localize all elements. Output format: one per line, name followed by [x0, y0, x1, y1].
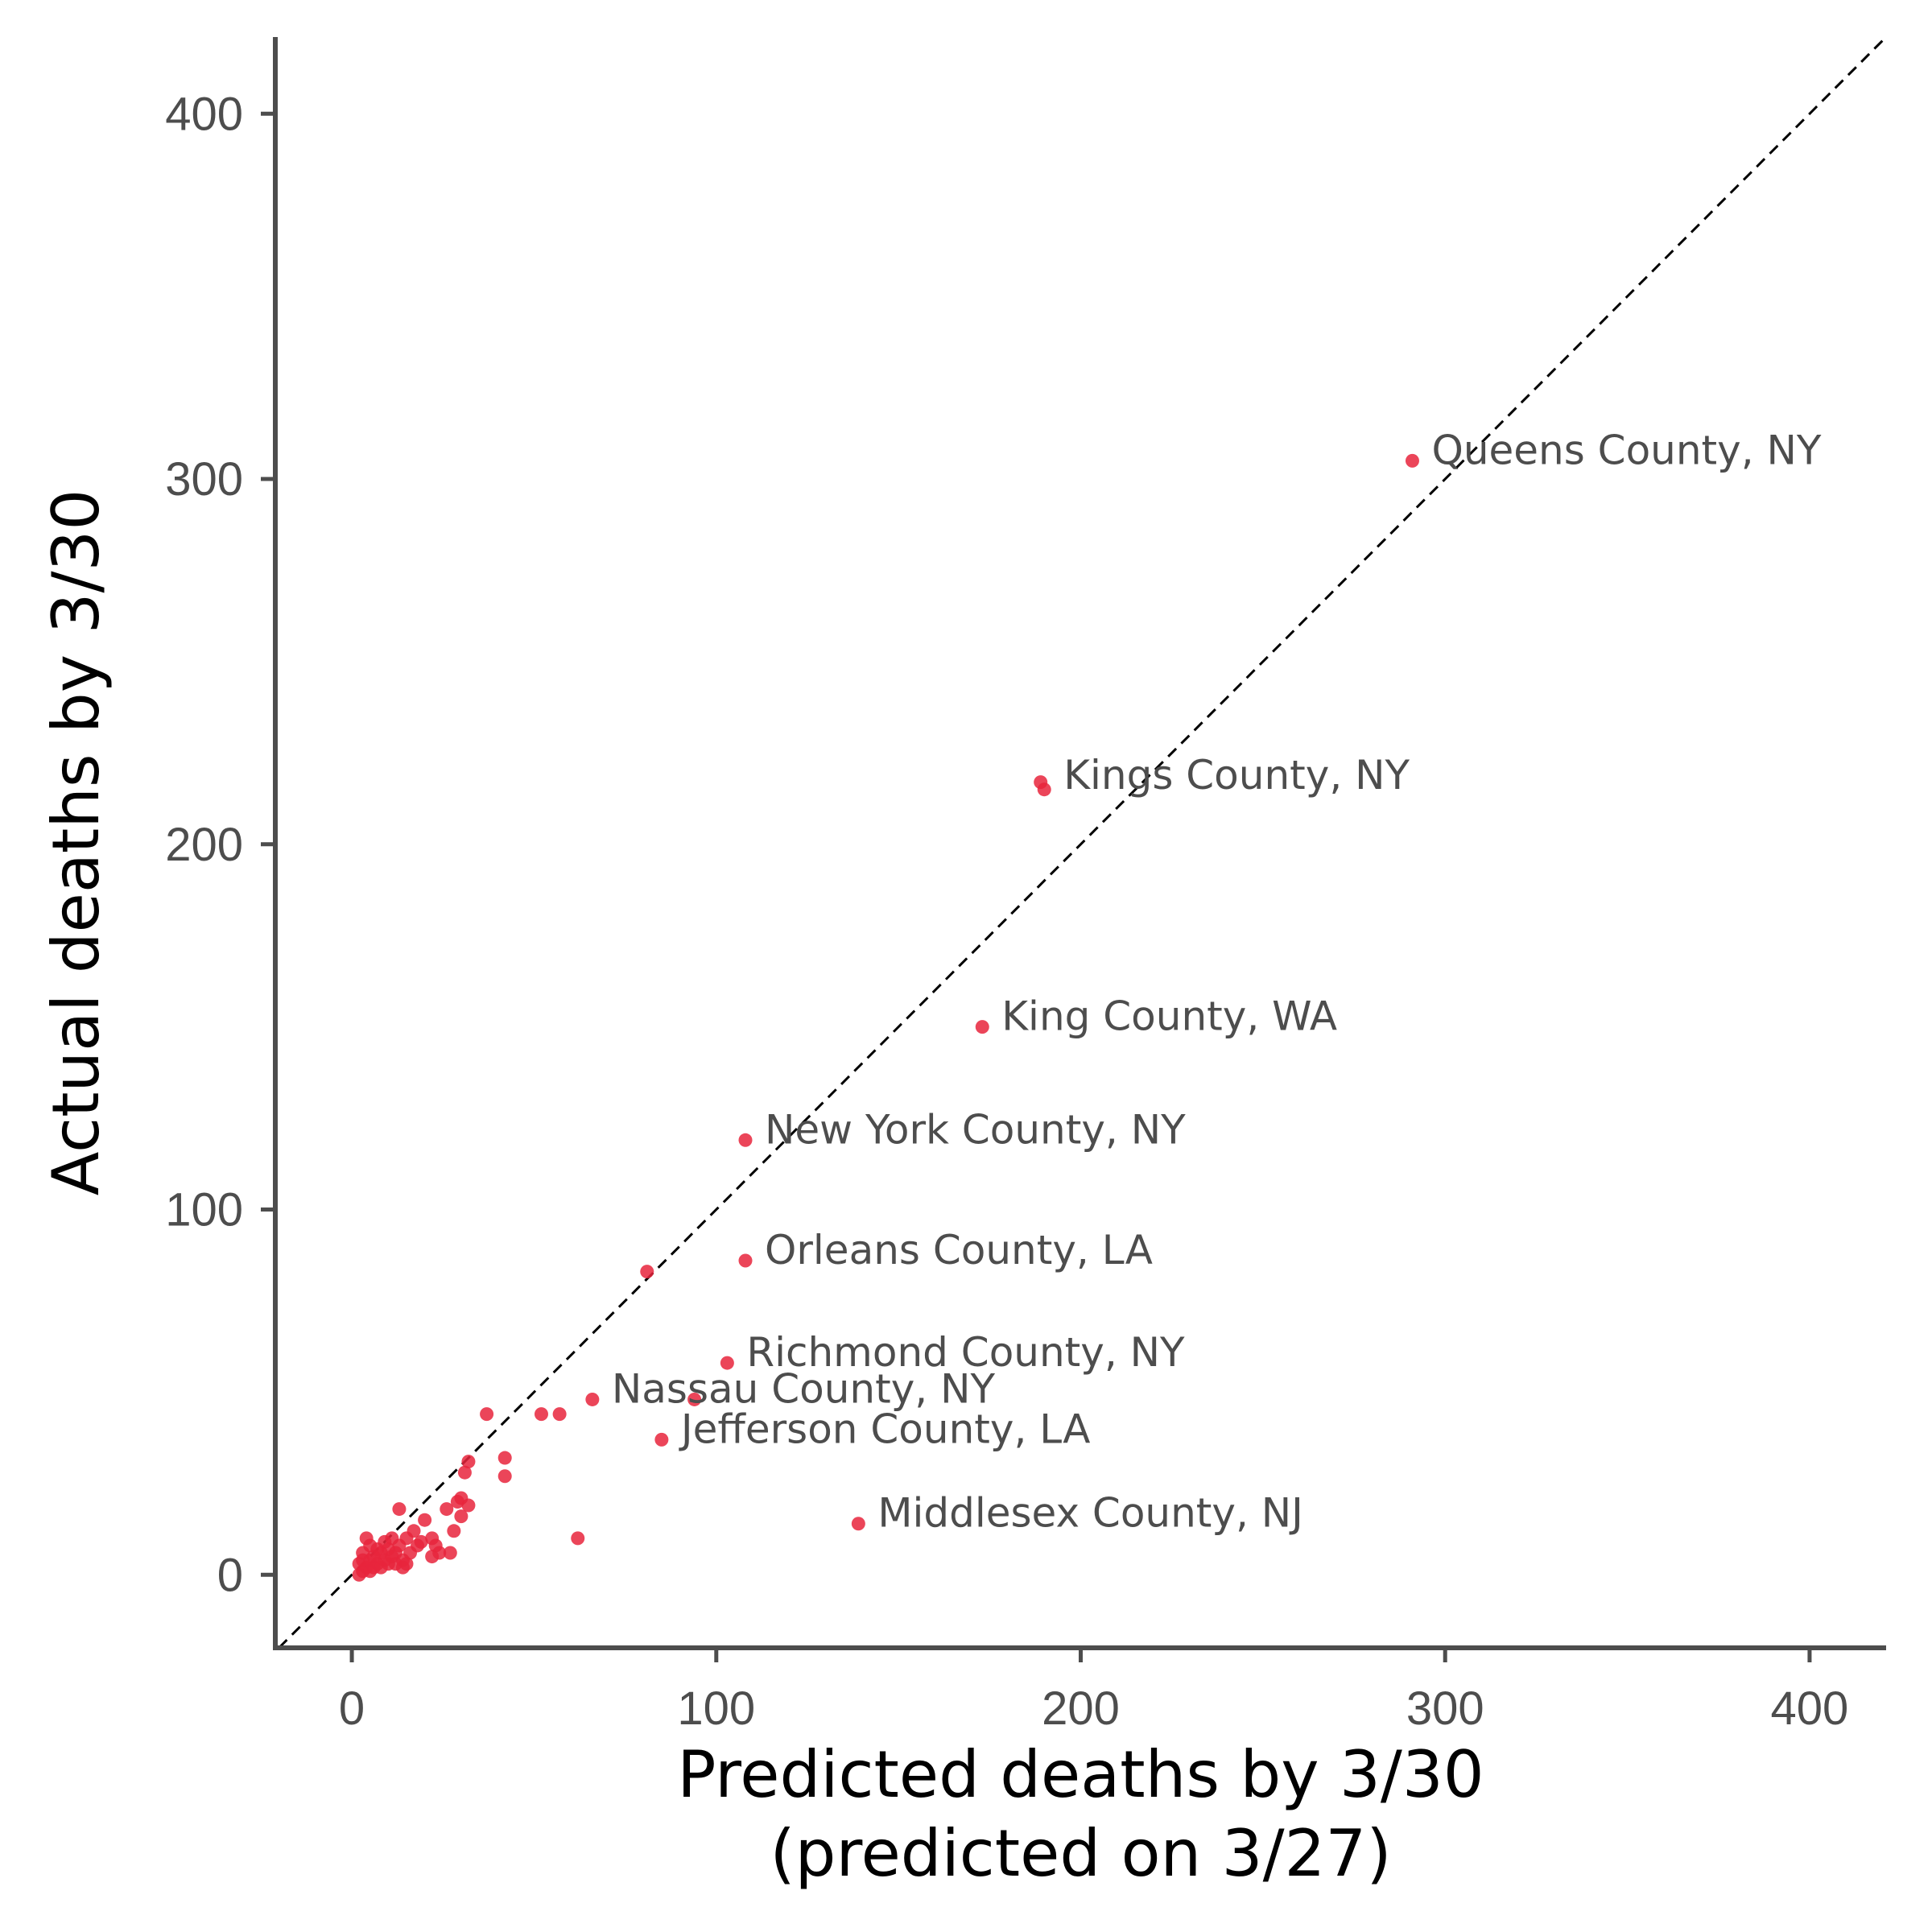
- point-label: Richmond County, NY: [746, 1329, 1185, 1376]
- data-point: [461, 1455, 476, 1469]
- x-tick-label: 200: [1042, 1682, 1120, 1735]
- data-point: [497, 1451, 512, 1465]
- data-point: [571, 1531, 585, 1546]
- x-tick-label: 300: [1406, 1682, 1484, 1735]
- data-point: [352, 1557, 366, 1571]
- data-point: [534, 1407, 548, 1422]
- data-point: [399, 1557, 414, 1571]
- data-point: [454, 1509, 469, 1524]
- point-label: Orleans County, LA: [765, 1227, 1153, 1274]
- data-point: [457, 1465, 472, 1480]
- data-point: [480, 1407, 494, 1422]
- data-point: [1037, 782, 1051, 797]
- data-points: [352, 453, 1419, 1582]
- data-point: [552, 1407, 567, 1422]
- x-tick-label: 100: [677, 1682, 755, 1735]
- data-point: [363, 1553, 378, 1567]
- data-point: [1405, 453, 1419, 468]
- y-tick-label: 300: [165, 453, 243, 506]
- data-point: [497, 1469, 512, 1484]
- data-point: [359, 1531, 374, 1546]
- axes: 0 100 200 300 400 0 100 200 300 400: [165, 37, 1886, 1735]
- data-point: [443, 1546, 457, 1560]
- data-point: [370, 1542, 385, 1556]
- data-point: [461, 1498, 476, 1513]
- point-labels: Queens County, NY Kings County, NY King Co…: [612, 427, 1822, 1536]
- data-point: [440, 1502, 454, 1517]
- plot-area: Queens County, NY Kings County, NY King Co…: [278, 35, 1888, 1649]
- data-point: [851, 1517, 865, 1531]
- point-label: Jefferson County, LA: [679, 1406, 1091, 1452]
- data-point: [447, 1524, 461, 1538]
- y-axis-title: Actual deaths by 3/30: [39, 489, 114, 1195]
- y-axis-ticks: 0 100 200 300 400: [165, 88, 275, 1601]
- y-tick-label: 200: [165, 819, 243, 871]
- data-point: [392, 1502, 407, 1517]
- y-tick-label: 400: [165, 88, 243, 140]
- x-axis-title-line-2: (predicted on 3/27): [770, 1816, 1391, 1891]
- point-label: New York County, NY: [765, 1106, 1186, 1153]
- x-tick-label: 400: [1771, 1682, 1849, 1735]
- data-point: [720, 1356, 734, 1370]
- y-tick-label: 100: [165, 1184, 243, 1236]
- point-label: Middlesex County, NJ: [877, 1490, 1303, 1537]
- identity-reference-line: [278, 35, 1888, 1649]
- data-point: [352, 1567, 366, 1582]
- point-label: Queens County, NY: [1431, 427, 1821, 473]
- data-point: [432, 1546, 447, 1560]
- data-point: [450, 1495, 464, 1509]
- data-point: [975, 1020, 989, 1034]
- point-label: Nassau County, NY: [612, 1365, 996, 1412]
- data-point: [385, 1550, 399, 1564]
- data-point: [418, 1513, 432, 1527]
- y-tick-label: 0: [217, 1549, 243, 1601]
- data-point: [414, 1534, 428, 1549]
- point-label: Kings County, NY: [1063, 752, 1410, 799]
- point-label: King County, WA: [1001, 993, 1337, 1040]
- data-point: [738, 1253, 753, 1268]
- data-point: [640, 1265, 654, 1279]
- data-point: [654, 1432, 669, 1447]
- data-point: [738, 1133, 753, 1147]
- data-point: [687, 1392, 702, 1406]
- x-axis-title-line-1: Predicted deaths by 3/30: [677, 1737, 1484, 1812]
- x-tick-label: 0: [339, 1682, 365, 1735]
- data-point: [585, 1392, 600, 1406]
- x-axis-ticks: 0 100 200 300 400: [339, 1648, 1848, 1735]
